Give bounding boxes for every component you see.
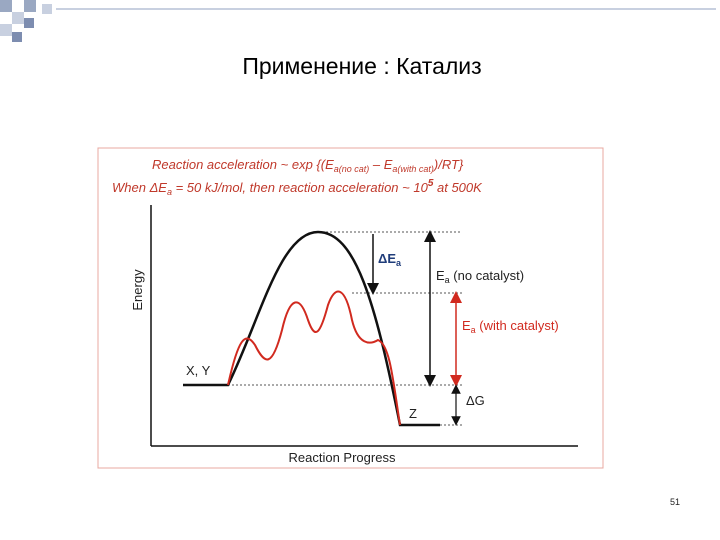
formula-sub: a(no cat) xyxy=(334,164,370,174)
guides xyxy=(228,231,462,426)
axes xyxy=(150,205,578,447)
condition-text: = 50 kJ/mol, then reaction acceleration … xyxy=(172,180,429,195)
slide-title: Применение : Катализ xyxy=(242,53,481,79)
condition-sub: a xyxy=(167,187,172,197)
label-sub: a xyxy=(471,325,476,335)
condition-text: When ΔE xyxy=(112,180,167,195)
product-label: Z xyxy=(409,406,417,421)
label-sub: a xyxy=(396,258,402,268)
label-main: E xyxy=(462,318,471,333)
condition-text: at 500K xyxy=(433,180,483,195)
label-tail: (with catalyst) xyxy=(476,318,559,333)
label-tail: (no catalyst) xyxy=(450,268,524,283)
label-main: ΔE xyxy=(378,251,396,266)
formula: Reaction acceleration ~ exp {(Ea(no cat)… xyxy=(152,157,464,174)
formula-sub: a(with cat) xyxy=(392,164,434,174)
y-axis-label: Energy xyxy=(130,269,145,311)
uncatalyzed-curve xyxy=(183,230,440,427)
figure-frame xyxy=(97,147,604,469)
corner-decoration xyxy=(0,0,716,42)
slide-number: 51 xyxy=(670,497,680,507)
reactants-label: X, Y xyxy=(186,363,211,378)
formula-text: )/RT} xyxy=(432,157,464,172)
ea-with-cat-label: Ea (with catalyst) xyxy=(462,318,559,335)
formula-text: Reaction acceleration ~ exp {(E xyxy=(152,157,334,172)
condition-sup: 5 xyxy=(428,178,434,189)
ea-no-cat-label: Ea (no catalyst) xyxy=(436,268,524,285)
label-sub: a xyxy=(445,275,450,285)
formula-text: – E xyxy=(369,157,392,172)
label-main: E xyxy=(436,268,445,283)
delta-ea-label: ΔEa xyxy=(378,251,402,268)
x-axis-label: Reaction Progress xyxy=(289,450,396,465)
delta-g-label: ΔG xyxy=(466,393,485,408)
condition: When ΔEa = 50 kJ/mol, then reaction acce… xyxy=(112,178,483,197)
catalyzed-curve xyxy=(227,290,401,426)
